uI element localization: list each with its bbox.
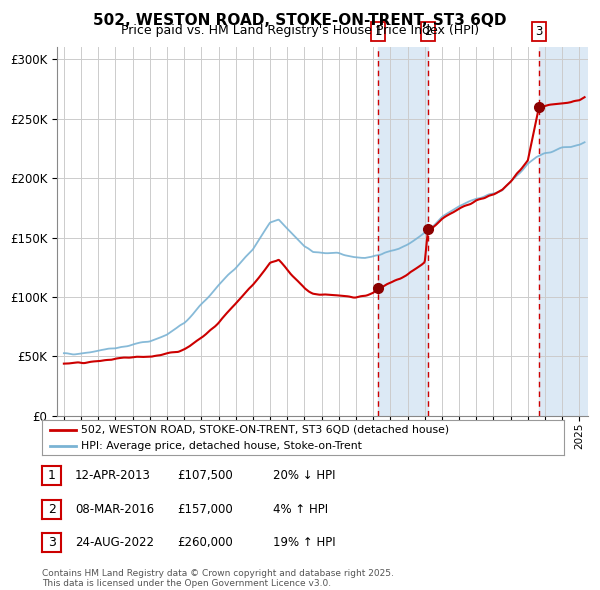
- Text: 1: 1: [47, 469, 56, 482]
- Text: 4% ↑ HPI: 4% ↑ HPI: [273, 503, 328, 516]
- Text: £260,000: £260,000: [177, 536, 233, 549]
- Text: 3: 3: [535, 25, 543, 38]
- Text: £157,000: £157,000: [177, 503, 233, 516]
- Text: 24-AUG-2022: 24-AUG-2022: [75, 536, 154, 549]
- Text: £107,500: £107,500: [177, 469, 233, 482]
- Text: 1: 1: [374, 25, 382, 38]
- Text: 08-MAR-2016: 08-MAR-2016: [75, 503, 154, 516]
- Text: Price paid vs. HM Land Registry's House Price Index (HPI): Price paid vs. HM Land Registry's House …: [121, 24, 479, 37]
- Text: 3: 3: [47, 536, 56, 549]
- Text: HPI: Average price, detached house, Stoke-on-Trent: HPI: Average price, detached house, Stok…: [81, 441, 362, 451]
- Bar: [539, 47, 588, 416]
- Text: 2: 2: [47, 503, 56, 516]
- Text: 19% ↑ HPI: 19% ↑ HPI: [273, 536, 335, 549]
- Text: Contains HM Land Registry data © Crown copyright and database right 2025.
This d: Contains HM Land Registry data © Crown c…: [42, 569, 394, 588]
- Bar: [378, 47, 428, 416]
- Text: 12-APR-2013: 12-APR-2013: [75, 469, 151, 482]
- Text: 20% ↓ HPI: 20% ↓ HPI: [273, 469, 335, 482]
- Text: 2: 2: [424, 25, 432, 38]
- Text: 502, WESTON ROAD, STOKE-ON-TRENT, ST3 6QD (detached house): 502, WESTON ROAD, STOKE-ON-TRENT, ST3 6Q…: [81, 425, 449, 435]
- Text: 502, WESTON ROAD, STOKE-ON-TRENT, ST3 6QD: 502, WESTON ROAD, STOKE-ON-TRENT, ST3 6Q…: [93, 13, 507, 28]
